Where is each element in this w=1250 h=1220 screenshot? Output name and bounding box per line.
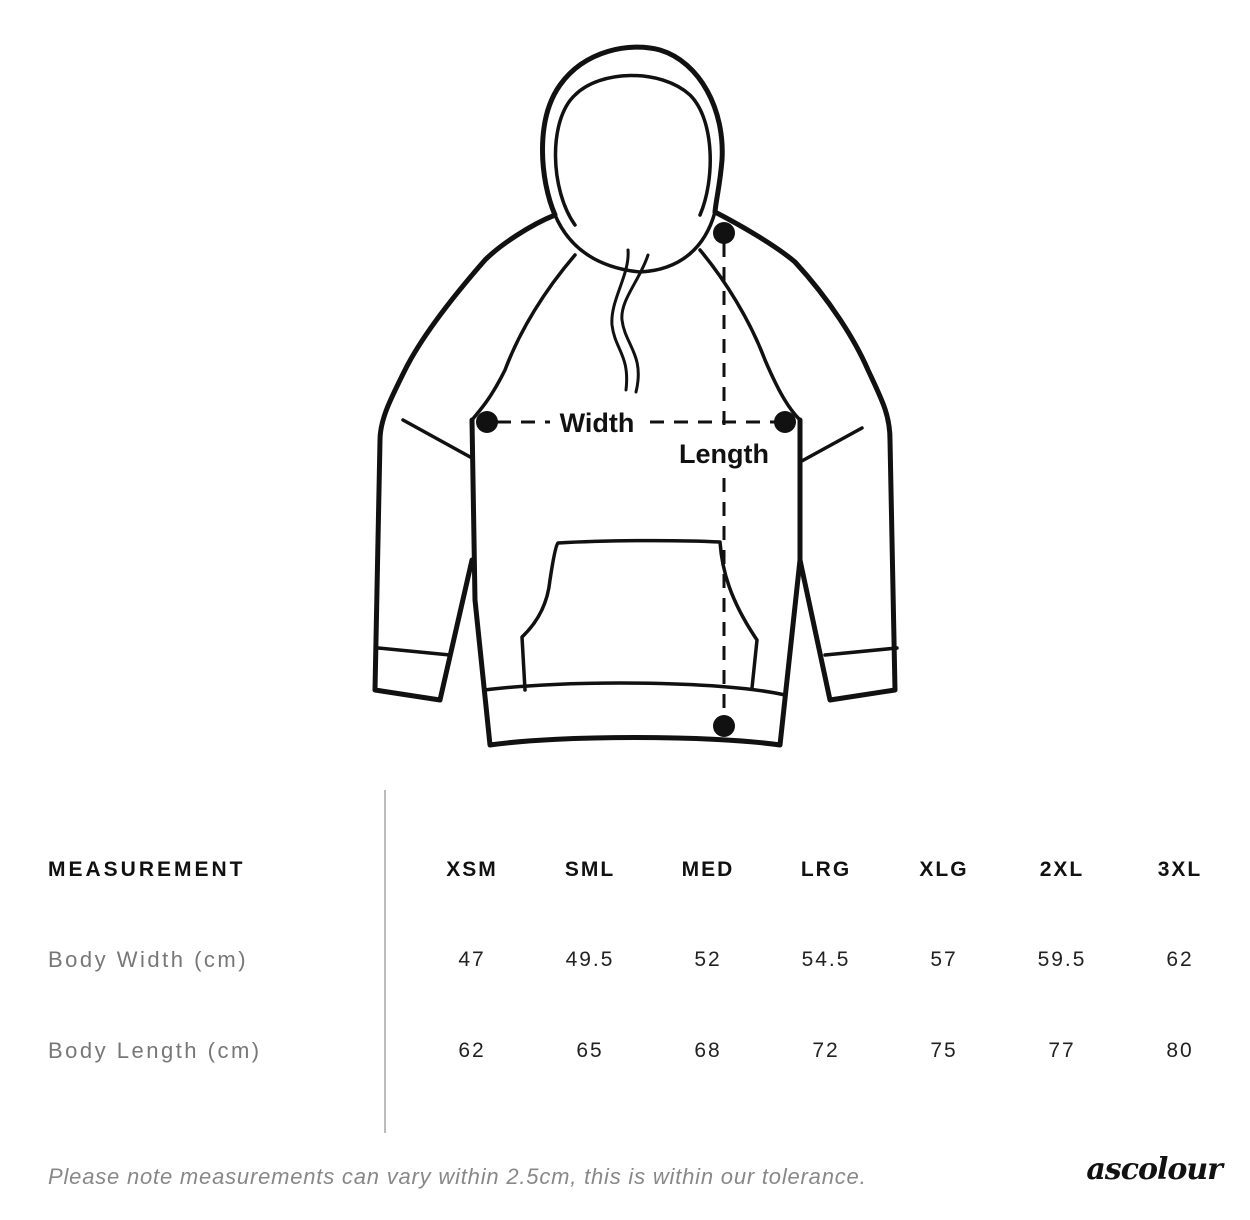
body-length-sml: 65	[576, 1039, 604, 1062]
tolerance-note: Please note measurements can vary within…	[48, 1164, 867, 1189]
body-length-med: 68	[694, 1039, 722, 1062]
hood-face-opening	[553, 73, 712, 227]
size-header-med: MED	[681, 858, 735, 881]
size-header-lrg: LRG	[800, 858, 852, 881]
right-cuff	[823, 646, 899, 657]
length-bottom-dot	[713, 715, 735, 737]
body-width-med: 52	[694, 948, 722, 971]
right-raglan-seam	[698, 248, 802, 422]
hood-bottom	[553, 210, 717, 274]
width-right-dot	[774, 411, 796, 433]
measurement-header: MEASUREMENT	[48, 858, 246, 881]
brand-logo: ascolour	[1086, 1152, 1223, 1187]
body-width-3xl: 62	[1166, 948, 1194, 971]
body-width-xsm: 47	[458, 948, 486, 971]
hood-outline	[540, 44, 725, 218]
drawstring-right	[620, 253, 650, 394]
body-length-2xl: 77	[1048, 1039, 1076, 1062]
length-label: Length	[679, 439, 769, 469]
left-cuff	[376, 646, 452, 657]
body-length-lrg: 72	[812, 1039, 840, 1062]
body-length-xlg: 75	[930, 1039, 958, 1062]
row-label-body-width: Body Width (cm)	[48, 947, 249, 972]
body-width-xlg: 57	[930, 948, 958, 971]
left-raglan-seam	[470, 253, 577, 422]
drawstring-left	[610, 248, 630, 392]
right-armpit	[798, 426, 864, 464]
size-header-3xl: 3XL	[1157, 858, 1203, 881]
body-width-sml: 49.5	[565, 948, 615, 971]
left-sleeve	[372, 212, 558, 703]
table-divider	[384, 790, 386, 1133]
width-left-dot	[476, 411, 498, 433]
hoodie-diagram: Width Length	[372, 44, 899, 748]
right-sleeve	[712, 209, 898, 703]
size-header-2xl: 2XL	[1039, 858, 1085, 881]
pocket	[520, 538, 759, 692]
length-top-dot	[713, 222, 735, 244]
body-length-xsm: 62	[458, 1039, 486, 1062]
waistband	[483, 681, 787, 697]
left-armpit	[401, 418, 474, 460]
row-label-body-length: Body Length (cm)	[48, 1038, 262, 1063]
width-label: Width	[560, 408, 635, 438]
body-length-3xl: 80	[1166, 1039, 1194, 1062]
body-outline	[469, 417, 803, 748]
size-header-sml: SML	[564, 858, 616, 881]
body-width-2xl: 59.5	[1037, 948, 1087, 971]
body-width-lrg: 54.5	[801, 948, 851, 971]
size-header-xsm: XSM	[446, 858, 498, 881]
size-header-xlg: XLG	[919, 858, 969, 881]
